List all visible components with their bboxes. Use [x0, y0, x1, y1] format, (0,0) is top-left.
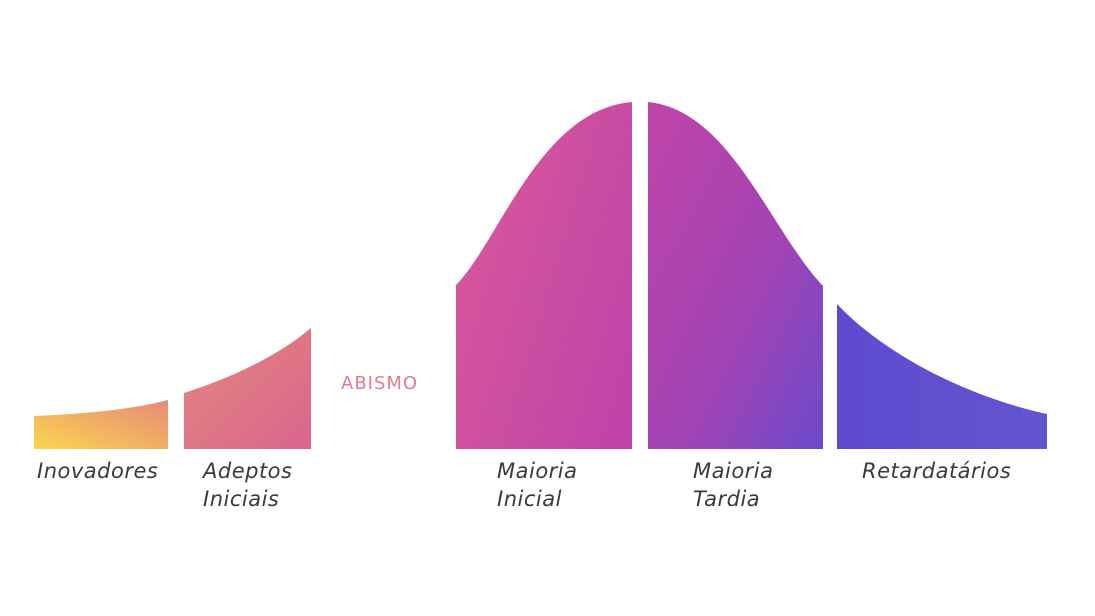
label-late-majority-line1: Maioria — [693, 459, 774, 483]
label-laggards-line1: Retardatários — [862, 459, 1012, 483]
label-innovators: Inovadores — [37, 457, 158, 485]
early-adopters-segment — [184, 328, 311, 449]
label-innovators-line1: Inovadores — [37, 459, 159, 483]
chasm-label: ABISMO — [341, 373, 419, 394]
label-early-majority-line2: Inicial — [497, 487, 562, 511]
laggards-segment — [837, 304, 1047, 449]
label-laggards: Retardatários — [862, 457, 1011, 485]
early-majority-segment — [456, 102, 632, 449]
label-early-majority: Maioria Inicial — [497, 457, 578, 513]
label-early-adopters-line1: Adeptos — [203, 459, 293, 483]
label-late-majority-line2: Tardia — [693, 487, 761, 511]
label-early-adopters: Adeptos Iniciais — [203, 457, 292, 513]
late-majority-segment — [648, 102, 823, 449]
innovators-segment — [34, 400, 168, 449]
label-early-majority-line1: Maioria — [497, 459, 578, 483]
label-late-majority: Maioria Tardia — [693, 457, 774, 513]
label-early-adopters-line2: Iniciais — [203, 487, 280, 511]
